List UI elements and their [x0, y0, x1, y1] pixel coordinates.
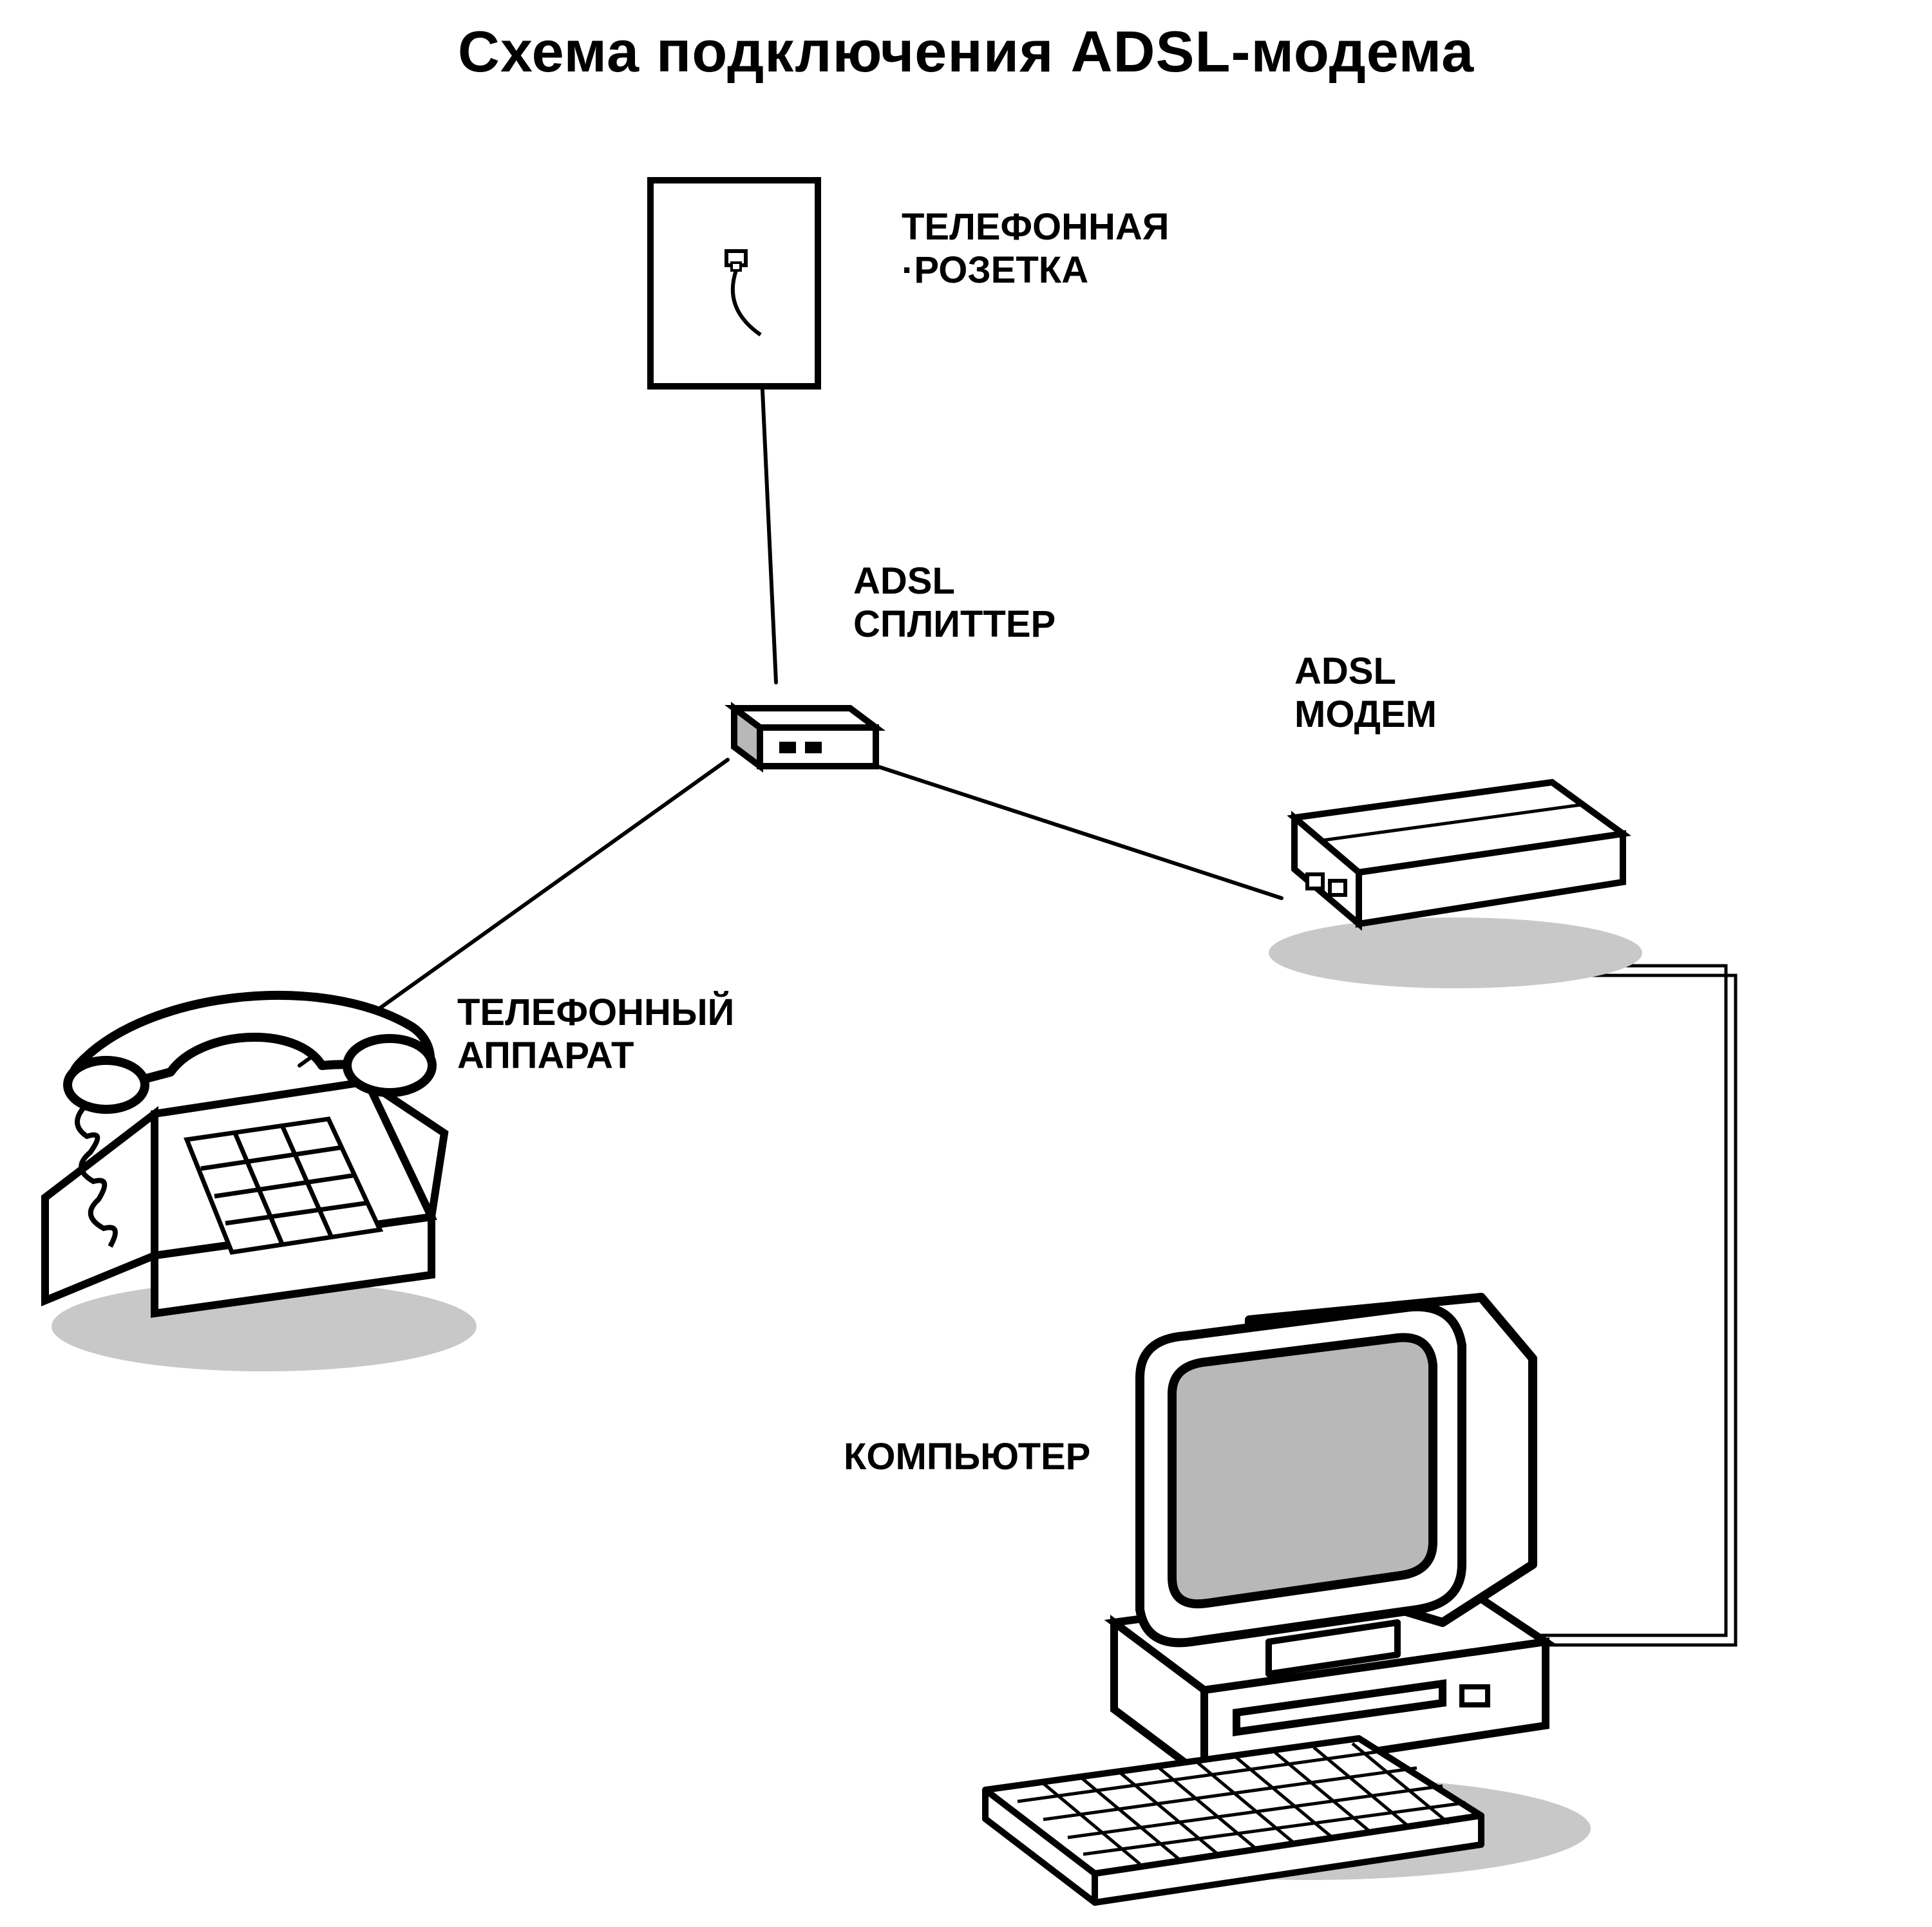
computer-icon	[0, 0, 1932, 1927]
diagram-stage: Схема подключения ADSL-модема ТЕЛЕФОННАЯ…	[0, 0, 1932, 1927]
